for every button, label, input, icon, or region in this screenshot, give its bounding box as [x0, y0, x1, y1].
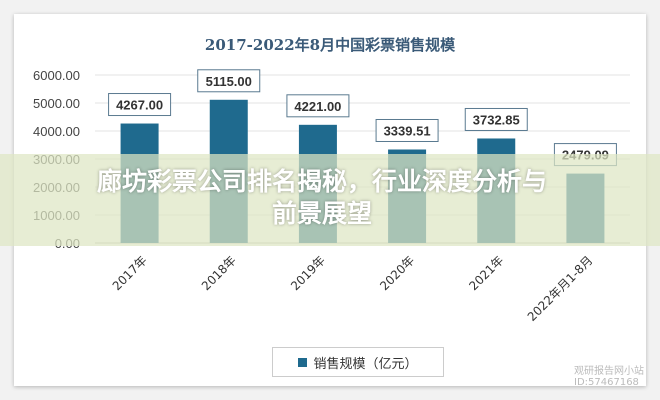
watermark-line2: ID:57467168 — [574, 377, 639, 388]
headline: 廊坊彩票公司排名揭秘，行业深度分析与前景展望 — [96, 167, 547, 228]
data-label-box — [375, 118, 439, 142]
x-tick-label: 2021年 — [466, 253, 506, 293]
data-label-box — [197, 69, 261, 93]
data-label: 3732.85 — [473, 112, 520, 127]
headline-banner: 廊坊彩票公司排名揭秘，行业深度分析与前景展望 — [0, 154, 660, 246]
x-tick-label: 2020年 — [377, 253, 417, 293]
x-tick-label: 2018年 — [199, 253, 239, 293]
data-label: 4221.00 — [294, 99, 341, 114]
legend-label: 销售规模（亿元） — [313, 356, 418, 372]
legend-swatch — [298, 357, 308, 367]
data-label-box — [108, 93, 172, 117]
data-label-box — [286, 94, 350, 118]
data-label-box — [464, 107, 528, 131]
y-tick-label: 5000.00 — [33, 96, 80, 111]
chart-title: 2017-2022年8月中国彩票销售规模 — [204, 36, 456, 54]
data-label: 4267.00 — [116, 98, 163, 113]
x-tick-label: 2017年 — [110, 253, 150, 293]
x-tick-label: 2019年 — [288, 253, 328, 293]
watermark: 观研报告网小站 ID:57467168 — [574, 366, 644, 388]
data-label: 3339.51 — [384, 123, 431, 138]
x-tick-label: 2022年月1-8月 — [525, 253, 596, 324]
legend: 销售规模（亿元） — [272, 347, 444, 377]
y-tick-label: 6000.00 — [33, 68, 80, 83]
y-tick-label: 4000.00 — [33, 124, 80, 139]
data-label: 5115.00 — [206, 74, 252, 89]
watermark-line1: 观研报告网小站 — [574, 366, 644, 377]
